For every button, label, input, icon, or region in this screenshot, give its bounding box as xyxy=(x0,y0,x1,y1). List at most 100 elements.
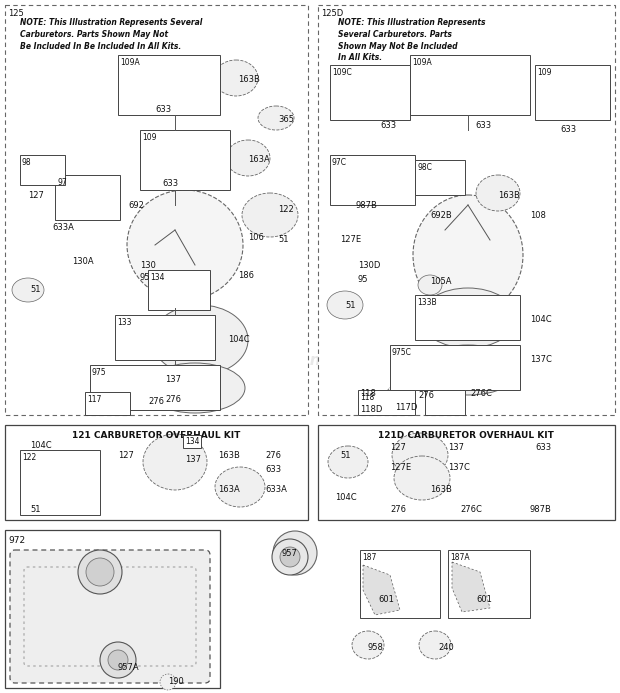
Text: 51: 51 xyxy=(340,450,350,459)
Text: 692: 692 xyxy=(128,200,144,209)
Text: 276: 276 xyxy=(165,396,181,405)
FancyBboxPatch shape xyxy=(24,567,196,666)
Text: 601: 601 xyxy=(378,595,394,604)
Text: 121 CARBURETOR OVERHAUL KIT: 121 CARBURETOR OVERHAUL KIT xyxy=(72,431,240,440)
Text: 137C: 137C xyxy=(530,356,552,365)
Text: 95: 95 xyxy=(358,276,368,285)
Bar xyxy=(55,175,120,220)
Text: 276: 276 xyxy=(148,398,164,407)
Text: 163B: 163B xyxy=(498,191,520,200)
Bar xyxy=(535,65,610,120)
Text: 130: 130 xyxy=(140,261,156,270)
Ellipse shape xyxy=(327,291,363,319)
Text: 163B: 163B xyxy=(238,76,260,85)
Bar xyxy=(140,130,230,190)
Text: 975: 975 xyxy=(92,368,107,377)
Text: 117D: 117D xyxy=(395,403,417,412)
Text: 109: 109 xyxy=(537,68,552,77)
Text: NOTE: This Illustration Represents Several
Carburetors. Parts Shown May Not
Be I: NOTE: This Illustration Represents Sever… xyxy=(20,18,202,51)
Text: 109: 109 xyxy=(142,133,156,142)
Bar xyxy=(415,295,520,340)
Text: 163B: 163B xyxy=(430,486,452,495)
Text: 987B: 987B xyxy=(530,505,552,514)
Ellipse shape xyxy=(215,467,265,507)
Text: 127: 127 xyxy=(118,450,134,459)
Ellipse shape xyxy=(145,363,245,413)
Bar xyxy=(415,160,465,195)
Text: 633A: 633A xyxy=(265,486,287,495)
Text: 106: 106 xyxy=(248,234,264,243)
Text: 187A: 187A xyxy=(450,553,469,562)
Text: 276: 276 xyxy=(390,505,406,514)
Text: 163A: 163A xyxy=(248,155,270,164)
Text: 51: 51 xyxy=(30,505,40,514)
Text: 104C: 104C xyxy=(530,315,552,324)
Text: 137: 137 xyxy=(185,455,201,464)
Text: 104C: 104C xyxy=(30,441,51,450)
Text: 276C: 276C xyxy=(460,505,482,514)
Text: 957: 957 xyxy=(282,548,298,557)
Circle shape xyxy=(272,539,308,575)
Text: 133B: 133B xyxy=(417,298,436,307)
Text: 276: 276 xyxy=(418,390,434,399)
Ellipse shape xyxy=(258,106,294,130)
Text: 137: 137 xyxy=(165,376,181,385)
Text: 276C: 276C xyxy=(470,389,492,398)
Text: 127: 127 xyxy=(28,191,44,200)
Circle shape xyxy=(100,642,136,678)
Text: 365: 365 xyxy=(278,116,294,125)
Text: 633A: 633A xyxy=(52,224,74,232)
Text: 133: 133 xyxy=(117,318,131,327)
Text: 601: 601 xyxy=(476,595,492,604)
Bar xyxy=(20,450,100,515)
Bar xyxy=(115,315,215,360)
Bar xyxy=(330,65,410,120)
Text: 633: 633 xyxy=(560,125,576,134)
Ellipse shape xyxy=(419,631,451,659)
Bar xyxy=(318,425,615,520)
Circle shape xyxy=(78,550,122,594)
Polygon shape xyxy=(363,565,400,615)
Bar xyxy=(358,390,415,415)
Text: NOTE: This Illustration Represents
Several Carburetors. Parts
Shown May Not Be I: NOTE: This Illustration Represents Sever… xyxy=(338,18,485,62)
Text: 118D: 118D xyxy=(360,405,383,414)
Text: 186: 186 xyxy=(238,270,254,279)
Text: 105A: 105A xyxy=(430,277,451,286)
Polygon shape xyxy=(452,562,490,612)
Bar xyxy=(85,392,130,415)
Circle shape xyxy=(108,650,128,670)
Ellipse shape xyxy=(273,531,317,575)
Text: 958: 958 xyxy=(368,644,384,653)
Circle shape xyxy=(280,547,300,567)
Text: 633: 633 xyxy=(475,121,491,130)
Ellipse shape xyxy=(143,434,207,490)
Text: 51: 51 xyxy=(30,286,40,295)
Text: 122: 122 xyxy=(278,206,294,215)
Text: 109A: 109A xyxy=(412,58,432,67)
Text: 130A: 130A xyxy=(72,258,94,267)
Bar xyxy=(118,55,220,115)
Text: 692B: 692B xyxy=(430,211,452,220)
Ellipse shape xyxy=(214,60,258,96)
Text: 98: 98 xyxy=(22,158,32,167)
Ellipse shape xyxy=(416,345,520,395)
Ellipse shape xyxy=(418,275,442,295)
Text: 95: 95 xyxy=(140,274,151,283)
Bar xyxy=(5,425,308,520)
Text: 975C: 975C xyxy=(392,348,412,357)
Ellipse shape xyxy=(127,190,243,300)
Text: 118: 118 xyxy=(360,393,374,402)
Text: 97: 97 xyxy=(57,178,67,187)
Text: 187: 187 xyxy=(362,553,376,562)
Text: 972: 972 xyxy=(8,536,25,545)
Bar xyxy=(5,530,220,688)
Ellipse shape xyxy=(242,193,298,237)
Ellipse shape xyxy=(352,631,384,659)
Text: 122: 122 xyxy=(22,453,36,462)
Bar xyxy=(148,270,210,310)
FancyBboxPatch shape xyxy=(10,550,210,683)
Text: 98C: 98C xyxy=(417,163,432,172)
Text: 240: 240 xyxy=(438,644,454,653)
Text: 163A: 163A xyxy=(218,486,240,495)
Text: 130D: 130D xyxy=(358,261,381,270)
